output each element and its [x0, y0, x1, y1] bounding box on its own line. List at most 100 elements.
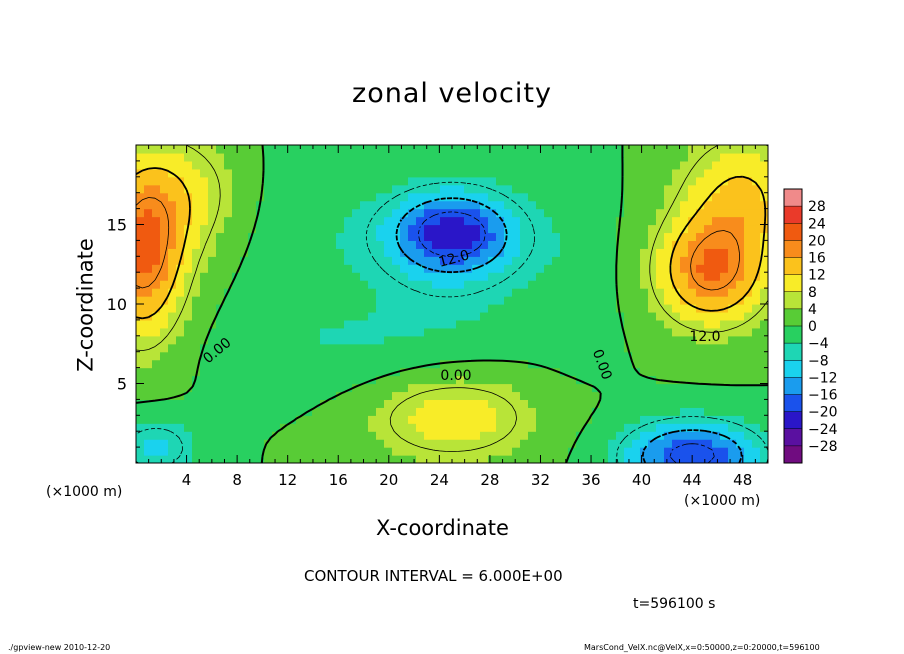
- heatmap-cell: [152, 160, 161, 170]
- heatmap-cell: [264, 399, 273, 408]
- heatmap-cell: [592, 280, 601, 289]
- heatmap-cell: [664, 304, 673, 313]
- heatmap-cell: [160, 264, 169, 273]
- heatmap-cell: [696, 447, 705, 456]
- heatmap-cell: [368, 256, 377, 265]
- heatmap-cell: [208, 280, 217, 289]
- heatmap-cell: [448, 145, 457, 154]
- heatmap-cell: [304, 296, 313, 305]
- heatmap-cell: [344, 160, 353, 170]
- heatmap-cell: [240, 160, 249, 170]
- heatmap-cell: [304, 447, 313, 456]
- heatmap-cell: [584, 399, 593, 408]
- heatmap-cell: [160, 232, 169, 241]
- heatmap-cell: [424, 216, 433, 226]
- heatmap-cell: [680, 327, 689, 337]
- heatmap-cell: [656, 264, 665, 273]
- heatmap-cell: [320, 343, 329, 353]
- heatmap-cell: [488, 343, 497, 353]
- heatmap-cell: [224, 200, 233, 210]
- heatmap-cell: [504, 391, 513, 400]
- heatmap-cell: [440, 176, 449, 186]
- heatmap-cell: [416, 343, 425, 353]
- heatmap-cell: [264, 224, 273, 234]
- heatmap-cell: [688, 296, 697, 305]
- heatmap-cell: [488, 248, 497, 257]
- heatmap-cell: [496, 208, 505, 218]
- heatmap-cell: [504, 335, 513, 345]
- heatmap-cell: [576, 184, 585, 194]
- heatmap-cell: [360, 272, 369, 281]
- heatmap-cell: [456, 415, 465, 424]
- heatmap-cell: [688, 343, 697, 353]
- heatmap-cell: [344, 415, 353, 424]
- heatmap-cell: [400, 327, 409, 337]
- heatmap-cell: [352, 383, 361, 393]
- heatmap-cell: [496, 359, 505, 369]
- heatmap-cell: [400, 272, 409, 281]
- heatmap-cell: [712, 288, 721, 297]
- heatmap-cell: [240, 343, 249, 353]
- heatmap-cell: [488, 224, 497, 234]
- heatmap-cell: [592, 288, 601, 297]
- heatmap-cell: [720, 351, 729, 361]
- heatmap-cell: [336, 455, 345, 463]
- heatmap-cell: [560, 216, 569, 226]
- heatmap-cell: [592, 439, 601, 448]
- heatmap-cell: [736, 216, 745, 226]
- heatmap-cell: [448, 423, 457, 432]
- heatmap-cell: [512, 399, 521, 408]
- heatmap-cell: [224, 351, 233, 361]
- heatmap-cell: [496, 407, 505, 416]
- heatmap-cell: [664, 208, 673, 218]
- heatmap-cell: [152, 216, 161, 226]
- heatmap-cell: [208, 351, 217, 361]
- heatmap-cell: [176, 383, 185, 393]
- heatmap-cell: [296, 304, 305, 313]
- heatmap-cell: [488, 160, 497, 170]
- heatmap-cell: [568, 216, 577, 226]
- heatmap-cell: [488, 399, 497, 408]
- heatmap-cell: [272, 216, 281, 226]
- heatmap-cell: [368, 327, 377, 337]
- heatmap-cell: [440, 296, 449, 305]
- heatmap-cell: [400, 455, 409, 463]
- heatmap-cell: [144, 184, 153, 194]
- heatmap-cell: [152, 407, 161, 416]
- heatmap-cell: [184, 439, 193, 448]
- heatmap-cell: [744, 383, 753, 393]
- heatmap-cell: [408, 383, 417, 393]
- heatmap-cell: [488, 232, 497, 241]
- heatmap-cell: [352, 224, 361, 234]
- heatmap-cell: [752, 288, 761, 297]
- heatmap-cell: [632, 343, 641, 353]
- heatmap-cell: [520, 256, 529, 265]
- heatmap-cell: [560, 319, 569, 329]
- heatmap-cell: [640, 335, 649, 345]
- heatmap-cell: [504, 264, 513, 273]
- heatmap-cell: [368, 415, 377, 424]
- heatmap-cell: [568, 399, 577, 408]
- heatmap-cell: [584, 200, 593, 210]
- heatmap-cell: [360, 447, 369, 456]
- heatmap-cell: [296, 200, 305, 210]
- heatmap-cell: [336, 375, 345, 385]
- heatmap-cell: [600, 216, 609, 226]
- heatmap-cell: [592, 319, 601, 329]
- heatmap-cell: [416, 319, 425, 329]
- colorbar-label: 12: [808, 268, 826, 284]
- heatmap-cell: [136, 439, 145, 448]
- heatmap-cell: [496, 415, 505, 424]
- heatmap-cell: [384, 248, 393, 257]
- heatmap-cell: [568, 176, 577, 186]
- heatmap-cell: [240, 367, 249, 377]
- heatmap-cell: [384, 367, 393, 377]
- heatmap-cell: [456, 407, 465, 416]
- heatmap-cell: [720, 232, 729, 241]
- heatmap-cell: [648, 375, 657, 385]
- heatmap-cell: [192, 423, 201, 432]
- heatmap-cell: [352, 256, 361, 265]
- heatmap-cell: [712, 272, 721, 281]
- heatmap-cell: [232, 455, 241, 463]
- heatmap-cell: [544, 248, 553, 257]
